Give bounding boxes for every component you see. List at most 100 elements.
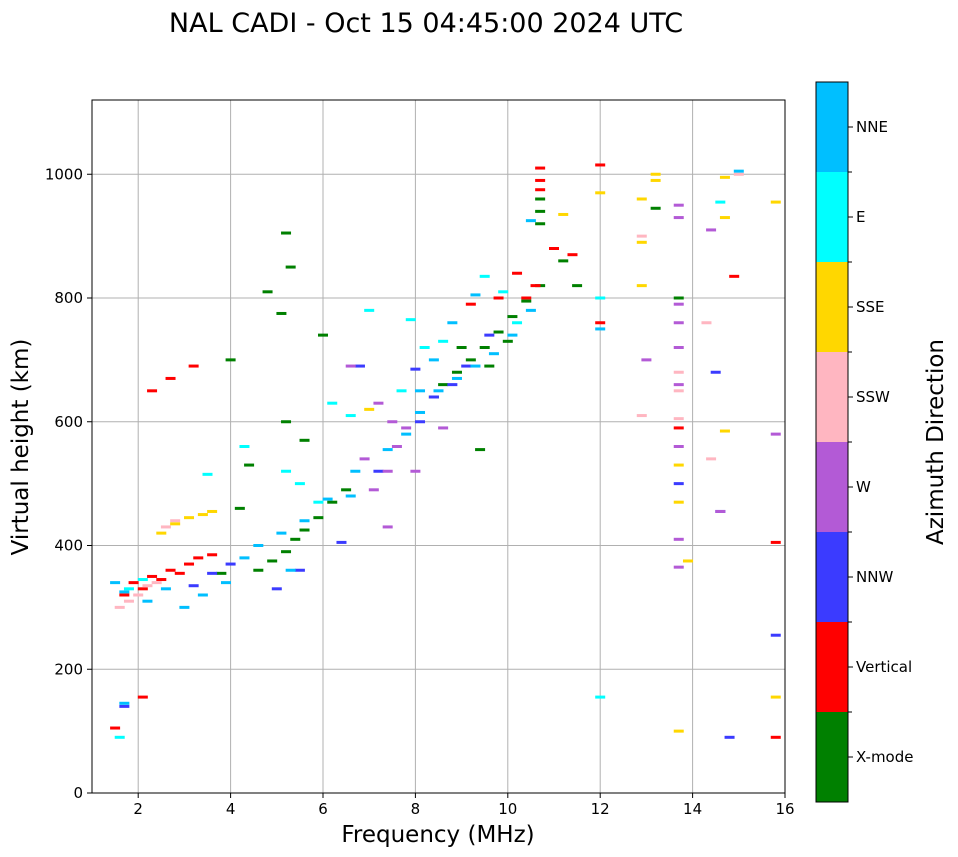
y-tick-label: 800 [54,289,83,307]
echo-point-nne [433,389,444,393]
echo-point-ssw [636,414,647,418]
colorbar-swatch [816,262,848,352]
echo-point-nne [415,410,426,414]
echo-point-nne [382,448,393,452]
plot-frame [91,99,786,794]
echo-point-x-mode [479,346,490,349]
echo-point-x-mode [225,358,236,362]
echo-point-nnw [207,571,218,575]
echo-point-x-mode [244,463,255,467]
echo-point-nnw [294,568,305,572]
echo-point-x-mode [465,358,476,362]
echo-point-e [239,445,250,448]
colorbar: X-mode Vertical NNW W SSW SSE E NNE [815,81,913,803]
echo-point-x-mode [267,559,278,563]
echo-point-e [313,500,324,504]
echo-point-w [673,445,684,448]
echo-point-x-mode [502,339,513,343]
echo-point-x-mode [281,550,292,554]
echo-point-x-mode [234,506,245,510]
echo-point-w [410,469,421,473]
echo-point-sse [719,429,730,433]
echo-point-vertical [512,271,523,275]
x-tick-label: 4 [226,800,236,818]
echo-point-sse [682,559,693,563]
echo-point-ssw [733,172,744,176]
colorbar-tick-label: Vertical [856,658,912,676]
echo-point-x-mode [276,311,287,315]
x-tick-label: 12 [591,800,610,818]
echo-point-e [512,321,523,325]
echo-point-sse [650,172,661,176]
echo-point-ssw [701,321,712,325]
echo-point-x-mode [493,330,504,334]
colorbar-tick-label: E [856,208,865,226]
echo-point-vertical [673,426,684,430]
colorbar-swatch [816,352,848,442]
echo-point-w [673,216,684,220]
echo-point-vertical [770,735,781,739]
colorbar-label: Azimuth Direction [923,339,949,545]
echo-point-nne [488,352,499,356]
plot-area [92,100,785,793]
echo-point-sse [170,522,181,526]
echo-point-vertical [535,188,546,192]
echo-point-vertical [567,253,578,257]
echo-point-nne [428,358,439,362]
echo-point-nnw [673,482,684,486]
echo-point-nnw [336,540,347,544]
echo-point-nne [220,581,231,585]
colorbar-tick-label: SSW [856,388,890,406]
echo-point-w [359,457,370,461]
echo-point-e [123,587,134,591]
echo-point-nnw [770,633,781,637]
echo-point-x-mode [456,346,467,349]
chart-title: NAL CADI - Oct 15 04:45:00 2024 UTC [169,8,683,39]
y-tick-label: 600 [54,413,83,431]
echo-point-x-mode [572,284,583,288]
echo-point-x-mode [285,265,296,269]
echo-point-nne [160,587,171,591]
echo-point-vertical [165,568,176,572]
echo-point-nnw [225,562,236,566]
echo-point-ssw [133,593,144,597]
echo-point-x-mode [281,231,292,235]
echo-point-w [673,203,684,207]
echo-point-sse [636,240,647,244]
x-axis-ticks: 2 4 6 8 10 12 14 16 [133,793,795,818]
colorbar-swatch [816,82,848,172]
echo-point-x-mode [327,500,338,504]
echo-point-vertical [174,571,185,575]
echo-point-vertical [549,247,559,250]
echo-point-x-mode [535,209,546,213]
echo-point-x-mode [299,438,310,442]
echo-point-nnw [188,584,199,588]
echo-point-vertical [535,166,546,170]
echo-points [110,163,781,739]
colorbar-swatch [816,532,848,622]
echo-point-e [294,482,305,486]
echo-point-nne [119,701,130,705]
echo-point-e [281,469,292,473]
echo-point-nnw [119,704,130,708]
colorbar-tick-label: SSE [856,298,885,316]
echo-point-x-mode [318,333,328,337]
echo-point-x-mode [216,571,227,575]
echo-point-w [673,537,684,541]
echo-point-nnw [428,395,439,399]
echo-point-e [419,346,430,349]
echo-point-nne [253,544,264,547]
echo-point-vertical [119,593,130,597]
echo-point-vertical [137,695,148,699]
echo-point-nnw [710,370,721,374]
echo-point-nne [110,581,121,585]
echo-point-nne [142,599,153,603]
colorbar-swatch [816,172,848,262]
echo-point-x-mode [313,516,324,520]
echo-point-ssw [673,370,684,374]
echo-point-w [373,401,384,405]
echo-point-w [770,432,781,436]
y-tick-label: 400 [54,537,83,555]
echo-point-e [595,296,606,300]
